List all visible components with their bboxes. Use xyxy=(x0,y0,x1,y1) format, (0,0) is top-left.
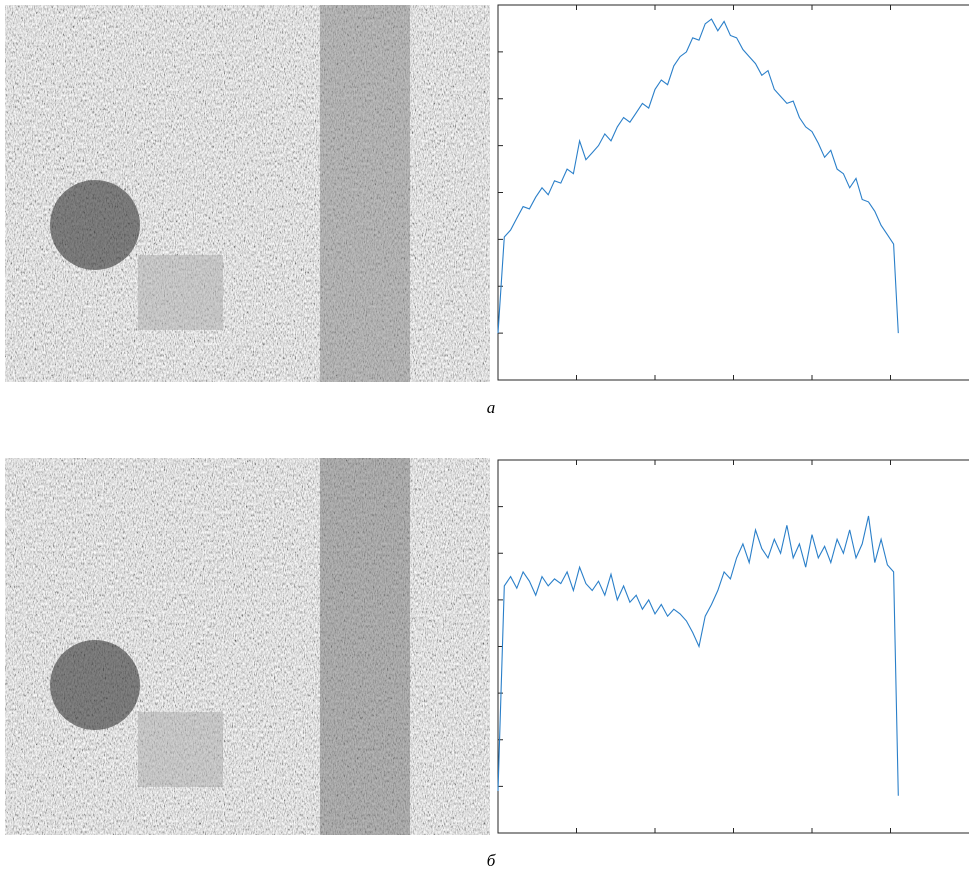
data-line xyxy=(497,18,899,334)
photo xyxy=(5,5,490,382)
data-line xyxy=(497,515,899,796)
photo xyxy=(5,458,490,835)
caption: б xyxy=(487,851,496,870)
caption: а xyxy=(487,398,496,417)
